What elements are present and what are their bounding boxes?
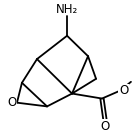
Text: O: O	[7, 96, 16, 109]
Text: NH₂: NH₂	[56, 3, 78, 16]
Text: O: O	[100, 120, 110, 133]
Text: O: O	[119, 84, 128, 97]
